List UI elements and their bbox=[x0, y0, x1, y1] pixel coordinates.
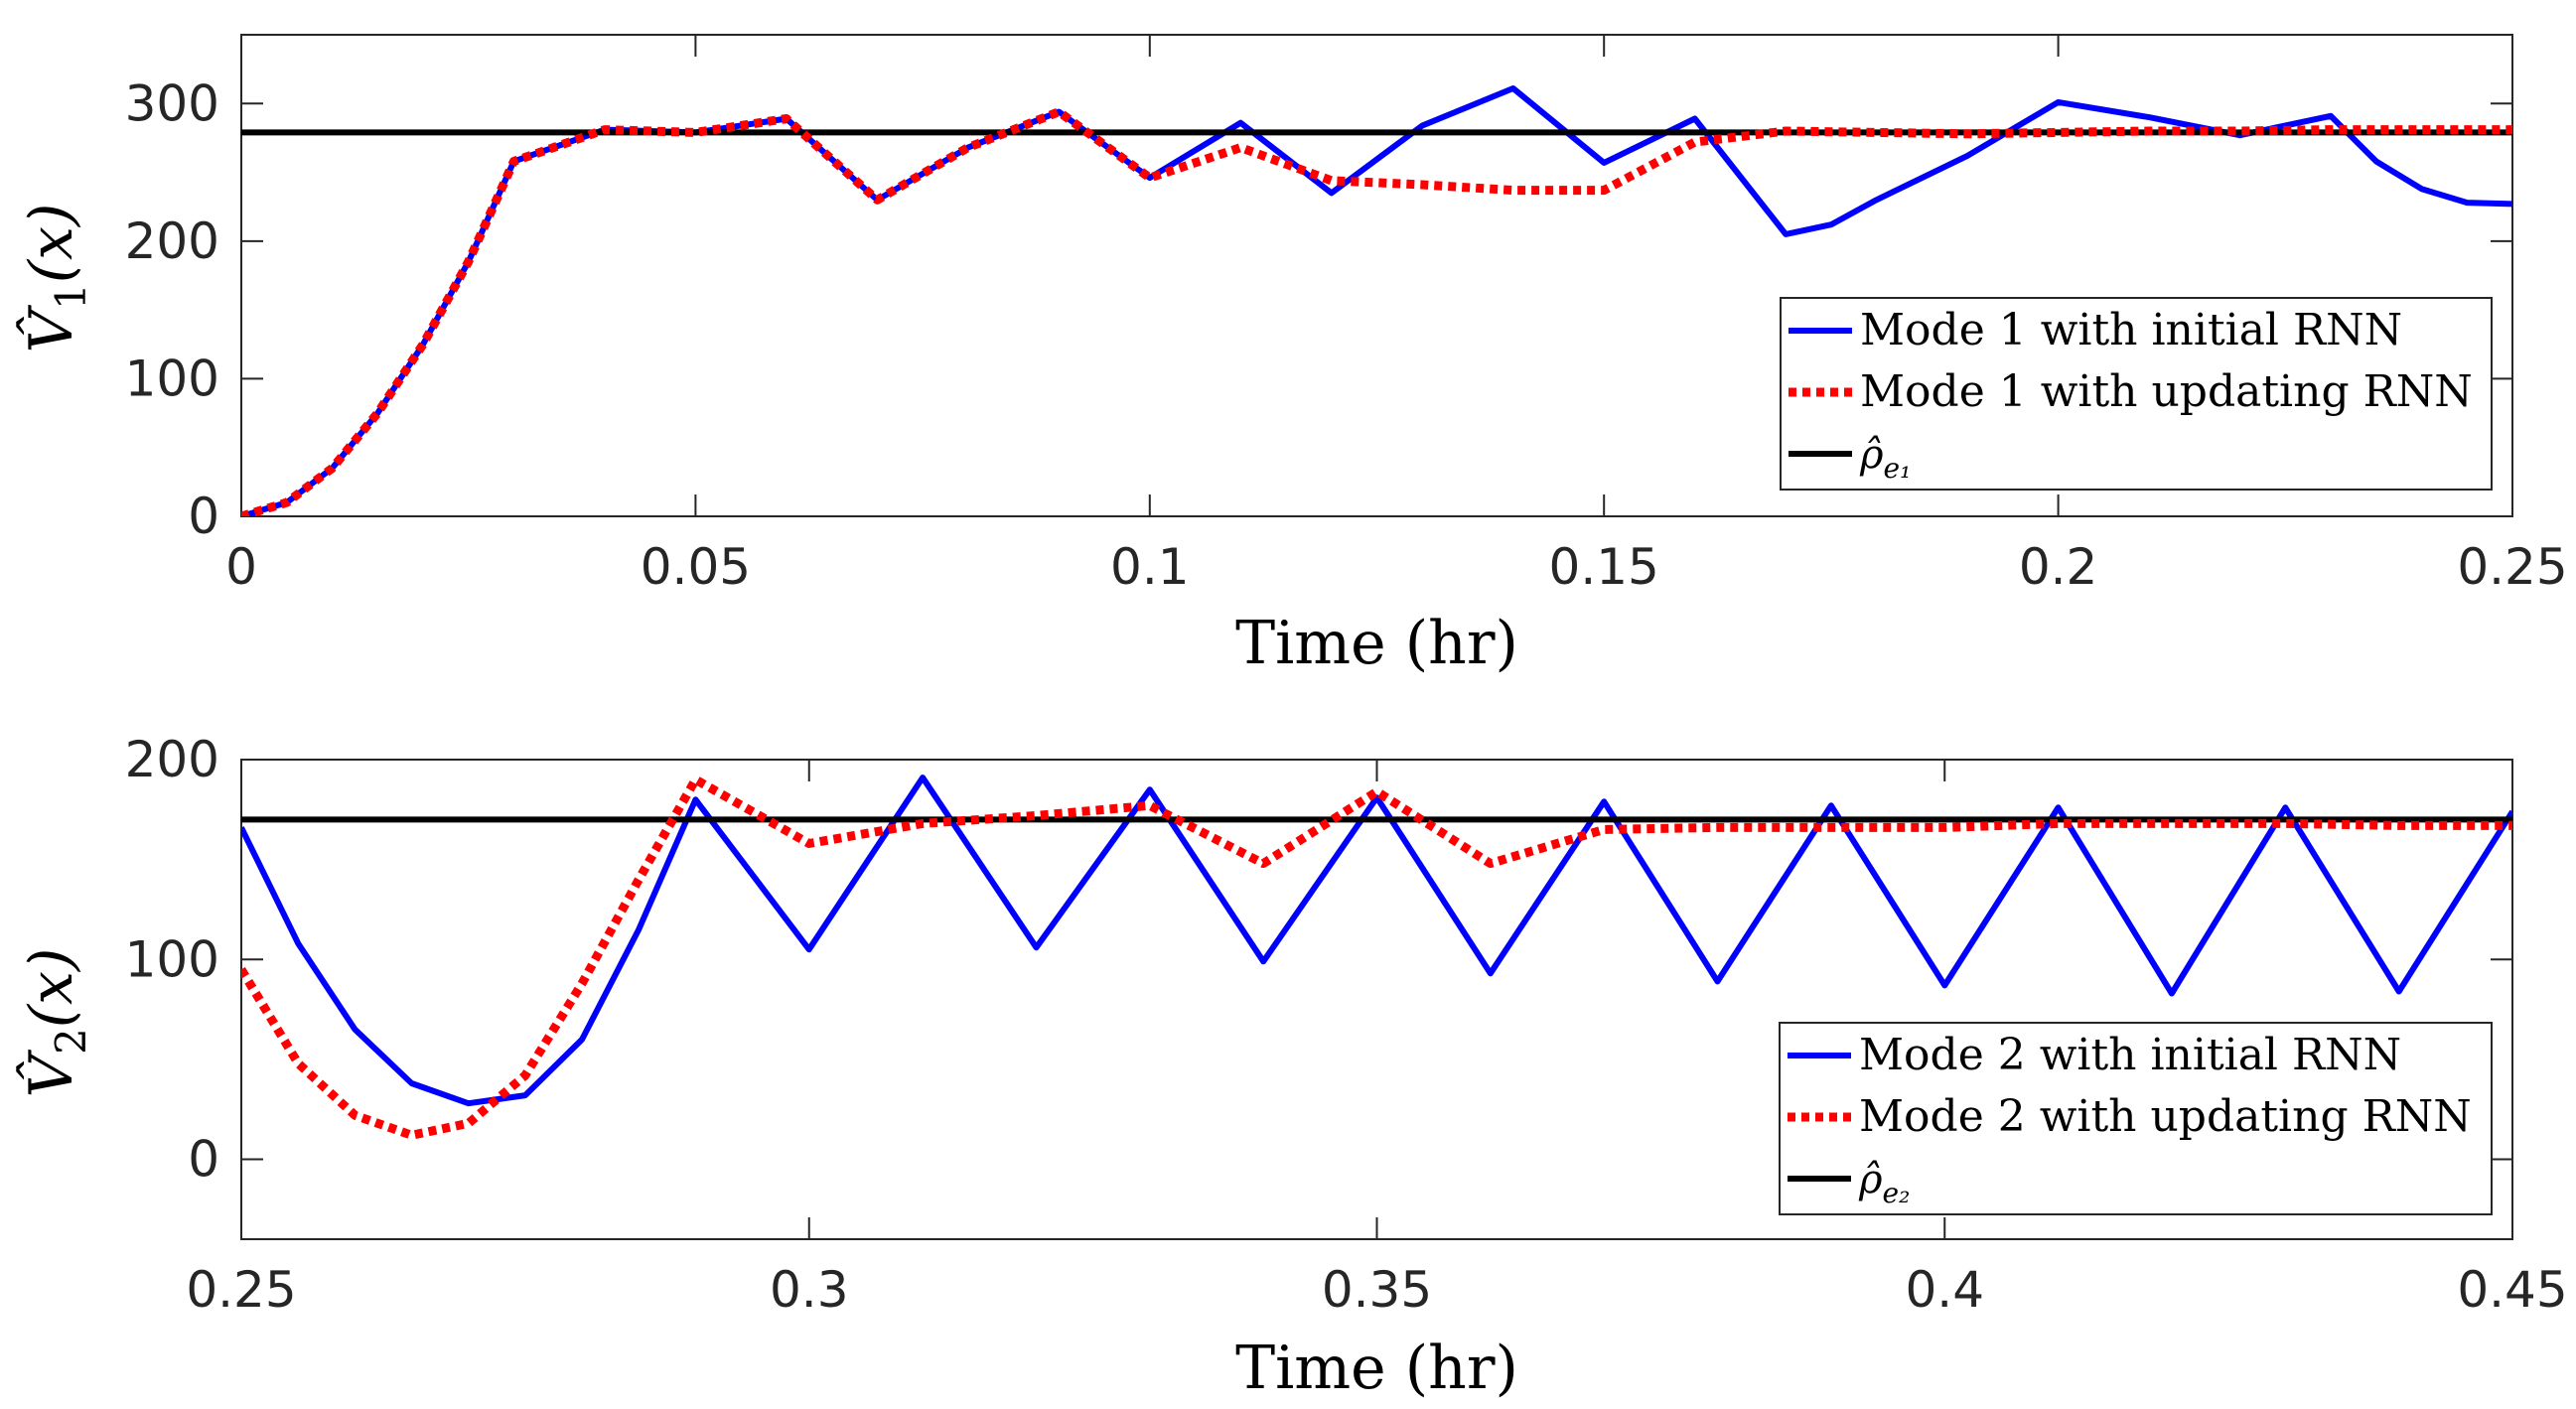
panel-2-xtick-label: 0.4 bbox=[1905, 1261, 1984, 1319]
panel-1-xtick-label: 0.15 bbox=[1549, 538, 1659, 596]
panel-2-xtick-label: 0.35 bbox=[1322, 1261, 1432, 1319]
panel-2-xtick-label: 0.3 bbox=[770, 1261, 849, 1319]
panel-1-ylabel: V̂1(x) bbox=[16, 204, 95, 353]
panel-1-xtick-label: 0.2 bbox=[2019, 538, 2098, 596]
panel-2-legend-label-2: Mode 2 with updating RNN bbox=[1859, 1091, 2472, 1142]
panel-2-legend: Mode 2 with initial RNN Mode 2 with updat… bbox=[1779, 1022, 2493, 1215]
panel-1-series-2-line bbox=[241, 107, 2512, 516]
panel-1-legend-label-3: ρ̂e₁ bbox=[1859, 432, 1911, 485]
panel-2: 0.25 0.3 0.35 0.4 0.45 0 100 200 Time (hr) V̂2(x)… bbox=[16, 731, 2568, 1403]
panel-2-legend-label-1: Mode 2 with initial RNN bbox=[1859, 1030, 2401, 1080]
panel-1-xtick-label: 0 bbox=[225, 538, 257, 596]
panel-2-xtick-label: 0.25 bbox=[186, 1261, 296, 1319]
panel-1-legend-label-1: Mode 1 with initial RNN bbox=[1860, 305, 2402, 355]
panel-1-legend-label-2: Mode 1 with updating RNN bbox=[1860, 366, 2473, 417]
panel-1-ytick-label: 0 bbox=[188, 488, 219, 545]
panel-2-ytick-label: 200 bbox=[125, 731, 219, 788]
panel-2-legend-label-3: ρ̂e₂ bbox=[1858, 1157, 1910, 1209]
panel-1-xtick-label: 0.05 bbox=[641, 538, 751, 596]
panel-1-axes-box bbox=[240, 34, 2513, 517]
panel-2-ylabel: V̂2(x) bbox=[16, 948, 95, 1098]
panel-1-ytick-label: 100 bbox=[125, 350, 219, 407]
panel-2-ytick-label: 0 bbox=[188, 1131, 219, 1189]
panel-2-ytick-label: 100 bbox=[125, 930, 219, 988]
panel-1-xtick-label: 0.1 bbox=[1110, 538, 1190, 596]
panel-1-xlabel: Time (hr) bbox=[1235, 609, 1518, 678]
panel-2-xlabel: Time (hr) bbox=[1235, 1334, 1518, 1403]
panel-2-xtick-label: 0.45 bbox=[2457, 1261, 2567, 1319]
panel-1-xtick-label: 0.25 bbox=[2457, 538, 2567, 596]
panel-2-legend-box bbox=[1779, 1022, 2493, 1215]
panel-1-legend-box bbox=[1780, 297, 2493, 491]
panel-1-ytick-label: 300 bbox=[125, 74, 219, 132]
panel-1-legend: Mode 1 with initial RNN Mode 1 with updat… bbox=[1780, 297, 2493, 491]
panel-1: 0 0.05 0.1 0.15 0.2 0.25 0 100 200 300 Time (hr) V̂… bbox=[16, 34, 2568, 678]
panel-2-series-1-line bbox=[241, 775, 2512, 1107]
panel-1-ytick-label: 200 bbox=[125, 212, 219, 270]
